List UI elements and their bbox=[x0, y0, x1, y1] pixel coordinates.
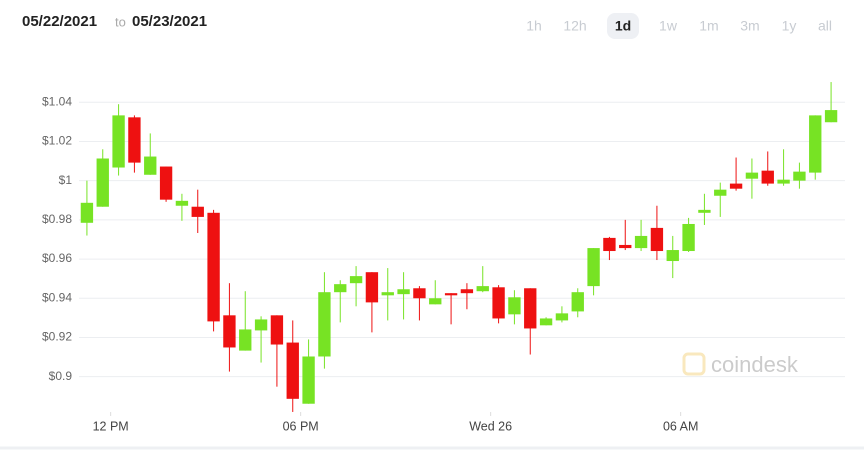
range-button[interactable]: 1d bbox=[615, 18, 631, 34]
candle-body bbox=[634, 235, 648, 249]
range-button[interactable]: 3m bbox=[740, 18, 759, 34]
y-tick-label: $1 bbox=[59, 173, 73, 187]
candle-body bbox=[286, 342, 299, 399]
date-to: 05/23/2021 bbox=[132, 13, 207, 30]
candle-body bbox=[413, 288, 426, 299]
range-active-bg bbox=[607, 13, 639, 39]
candle-body bbox=[191, 206, 204, 217]
range-button[interactable]: 12h bbox=[563, 18, 586, 34]
watermark: coindesk bbox=[682, 352, 799, 377]
candle-body bbox=[80, 202, 94, 223]
candle-body bbox=[460, 289, 474, 294]
range-button[interactable]: all bbox=[818, 18, 832, 34]
candle-body bbox=[159, 166, 173, 200]
candle-body bbox=[745, 172, 759, 179]
y-tick-label: $0.94 bbox=[42, 290, 72, 304]
candle-body bbox=[476, 286, 489, 292]
candle-body bbox=[571, 292, 584, 312]
candle-body bbox=[112, 115, 125, 168]
x-tick-label: 12 PM bbox=[93, 419, 129, 433]
y-tick-label: $0.92 bbox=[42, 330, 72, 344]
candle-body bbox=[334, 284, 347, 293]
candle-body bbox=[96, 158, 109, 207]
date-to-word: to bbox=[115, 14, 126, 29]
candle-body bbox=[524, 288, 537, 329]
y-tick-label: $0.9 bbox=[49, 369, 73, 383]
candle-body bbox=[809, 115, 822, 173]
candle-body bbox=[207, 212, 220, 322]
candle-body bbox=[365, 272, 379, 303]
x-tick-label: 06 AM bbox=[663, 419, 698, 433]
candle-body bbox=[555, 313, 569, 321]
candle-body bbox=[698, 209, 711, 213]
candle-body bbox=[587, 248, 600, 287]
candle-body bbox=[144, 156, 157, 175]
candle-body bbox=[682, 223, 695, 252]
candle-body bbox=[270, 315, 284, 345]
candle-body bbox=[492, 287, 505, 319]
candle-body bbox=[349, 276, 363, 284]
x-tick-label: Wed 26 bbox=[469, 419, 512, 433]
candle-body bbox=[666, 250, 679, 262]
candle-body bbox=[650, 227, 664, 252]
candle-body bbox=[619, 244, 632, 249]
candle-body bbox=[729, 183, 743, 189]
candle-body bbox=[397, 289, 410, 295]
candle-body bbox=[444, 293, 458, 296]
candle-body bbox=[128, 117, 141, 163]
candle-body bbox=[381, 292, 394, 296]
candle-body bbox=[793, 171, 806, 181]
y-tick-label: $1.04 bbox=[42, 94, 72, 108]
watermark-text: coindesk bbox=[711, 352, 799, 377]
candle-body bbox=[254, 319, 268, 331]
candle-body bbox=[777, 179, 790, 184]
range-button[interactable]: 1y bbox=[782, 18, 797, 34]
candle-body bbox=[239, 329, 252, 351]
candle-body bbox=[429, 298, 442, 305]
candle-body bbox=[539, 318, 553, 326]
candle-body bbox=[508, 297, 521, 315]
candle-body bbox=[302, 356, 315, 404]
watermark-icon bbox=[682, 352, 706, 376]
y-tick-label: $1.02 bbox=[42, 134, 72, 148]
candle-body bbox=[824, 110, 838, 123]
candle-body bbox=[175, 200, 189, 206]
candle-body bbox=[223, 315, 236, 348]
x-tick-label: 06 PM bbox=[283, 419, 319, 433]
date-from: 05/22/2021 bbox=[22, 13, 97, 30]
candle-body bbox=[318, 292, 331, 357]
y-tick-label: $0.98 bbox=[42, 212, 72, 226]
range-button[interactable]: 1w bbox=[659, 18, 678, 34]
candle-body bbox=[761, 170, 774, 184]
y-tick-label: $0.96 bbox=[42, 251, 72, 265]
range-button[interactable]: 1m bbox=[699, 18, 718, 34]
range-button[interactable]: 1h bbox=[526, 18, 542, 34]
candle-body bbox=[603, 237, 616, 252]
candle-body bbox=[714, 189, 727, 196]
